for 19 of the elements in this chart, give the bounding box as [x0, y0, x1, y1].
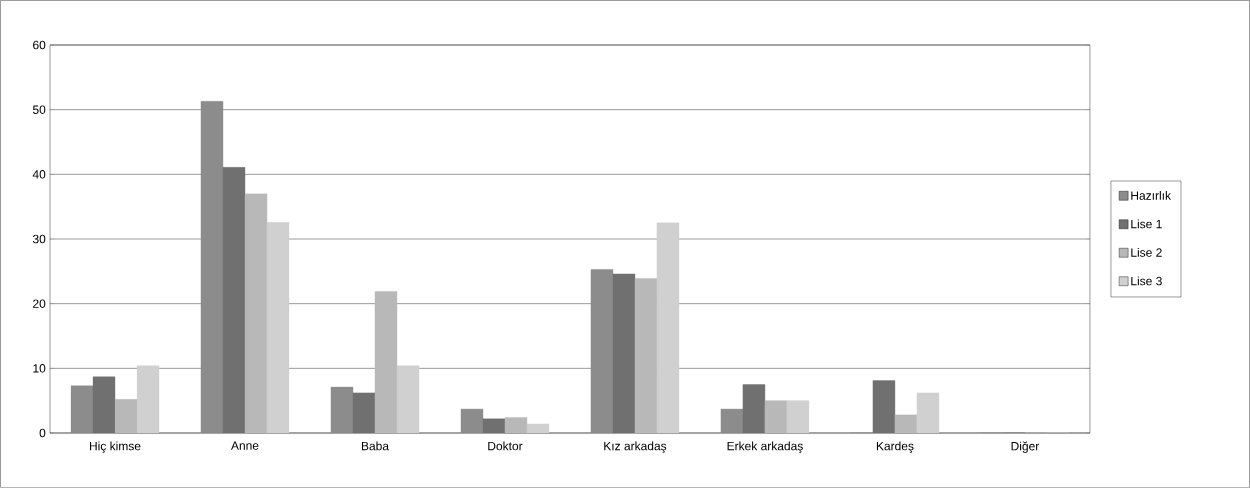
x-tick-label: Anne [230, 441, 259, 450]
legend-label: Lise 2 [1131, 248, 1162, 257]
legend-label: Lise 3 [1131, 276, 1162, 286]
x-tick-label: Kardeş [876, 441, 914, 453]
y-tick-label: 40 [32, 170, 46, 179]
x-tick-label: Baba [361, 441, 389, 451]
x-tick-label: Diğer [1011, 441, 1040, 453]
y-tick-label: 20 [33, 299, 46, 308]
x-tick-label: Kız arkadaş [604, 441, 667, 453]
y-tick-label: 10 [33, 364, 46, 373]
x-tick-label: Erkek arkadaş [727, 441, 803, 453]
y-tick-label: 30 [32, 234, 46, 244]
x-tick-label: Hiç kimse [89, 441, 141, 453]
y-tick-label: 50 [32, 105, 46, 114]
x-tick-label: Doktor [488, 441, 523, 451]
legend-label: Hazırlık [1131, 191, 1172, 200]
y-tick-label: 0 [39, 428, 46, 438]
legend-label: Lise 1 [1131, 219, 1162, 229]
y-tick-label: 60 [33, 40, 46, 50]
